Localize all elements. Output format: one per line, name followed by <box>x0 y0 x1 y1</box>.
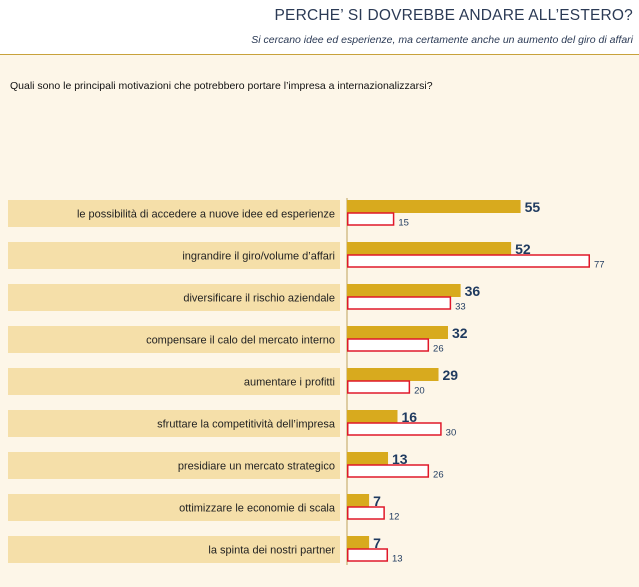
data-label-series-a: 7 <box>373 493 381 509</box>
category-label: ingrandire il giro/volume d’affari <box>182 251 335 263</box>
data-label-series-b: 33 <box>455 302 466 313</box>
bar-series-b <box>347 212 395 226</box>
category-label: la spinta dei nostri partner <box>208 545 335 557</box>
category-label: aumentare i profitti <box>244 377 335 389</box>
data-label-series-a: 55 <box>525 199 541 215</box>
data-label-series-b: 12 <box>389 512 400 523</box>
page-title: PERCHE’ SI DOVREBBE ANDARE ALL’ESTERO? <box>274 7 633 24</box>
category-label: sfruttare la competitività dell’impresa <box>157 419 336 431</box>
page-subtitle: Si cercano idee ed esperienze, ma certam… <box>251 34 633 46</box>
category-band <box>8 452 340 479</box>
data-label-series-a: 29 <box>443 367 459 383</box>
data-label-series-b: 13 <box>392 554 403 565</box>
category-band <box>8 326 340 353</box>
data-label-series-a: 36 <box>465 283 481 299</box>
bar-series-a <box>347 536 370 549</box>
category-band <box>8 494 340 521</box>
bar-series-b <box>347 254 590 268</box>
survey-question: Quali sono le principali motivazioni che… <box>10 80 433 92</box>
category-band <box>8 410 340 437</box>
data-label-series-a: 16 <box>401 409 417 425</box>
data-label-series-a: 32 <box>452 325 468 341</box>
category-label: le possibilità di accedere a nuove idee … <box>77 209 335 221</box>
header-divider <box>0 54 639 55</box>
category-band <box>8 200 340 227</box>
bar-series-a <box>347 410 398 423</box>
bar-series-b <box>347 296 452 310</box>
data-label-series-a: 52 <box>515 241 531 257</box>
category-band <box>8 284 340 311</box>
data-label-series-b: 30 <box>446 428 457 439</box>
data-label-series-b: 26 <box>433 470 444 481</box>
category-label: ottimizzare le economie di scala <box>179 503 336 515</box>
bar-series-a <box>347 494 370 507</box>
data-label-series-a: 13 <box>392 451 408 467</box>
bar-series-a <box>347 452 389 465</box>
data-label-series-a: 7 <box>373 535 381 551</box>
bar-series-b <box>347 548 389 562</box>
category-label: diversificare il rischio aziendale <box>183 293 335 305</box>
bar-series-b <box>347 506 385 520</box>
category-label: compensare il calo del mercato interno <box>146 335 335 347</box>
data-label-series-b: 77 <box>594 260 605 271</box>
category-band <box>8 536 340 563</box>
bar-series-b <box>347 464 430 478</box>
bar-series-b <box>347 380 411 394</box>
data-label-series-b: 20 <box>414 386 425 397</box>
category-band <box>8 242 340 269</box>
bar-series-b <box>347 338 430 352</box>
data-label-series-b: 15 <box>398 218 409 229</box>
bar-series-a <box>347 200 521 213</box>
bar-series-b <box>347 422 442 436</box>
bar-series-a <box>347 284 461 297</box>
bar-series-a <box>347 368 439 381</box>
category-band <box>8 368 340 395</box>
bar-series-a <box>347 242 512 255</box>
bar-series-a <box>347 326 448 339</box>
category-label: presidiare un mercato strategico <box>178 461 335 473</box>
data-label-series-b: 26 <box>433 344 444 355</box>
